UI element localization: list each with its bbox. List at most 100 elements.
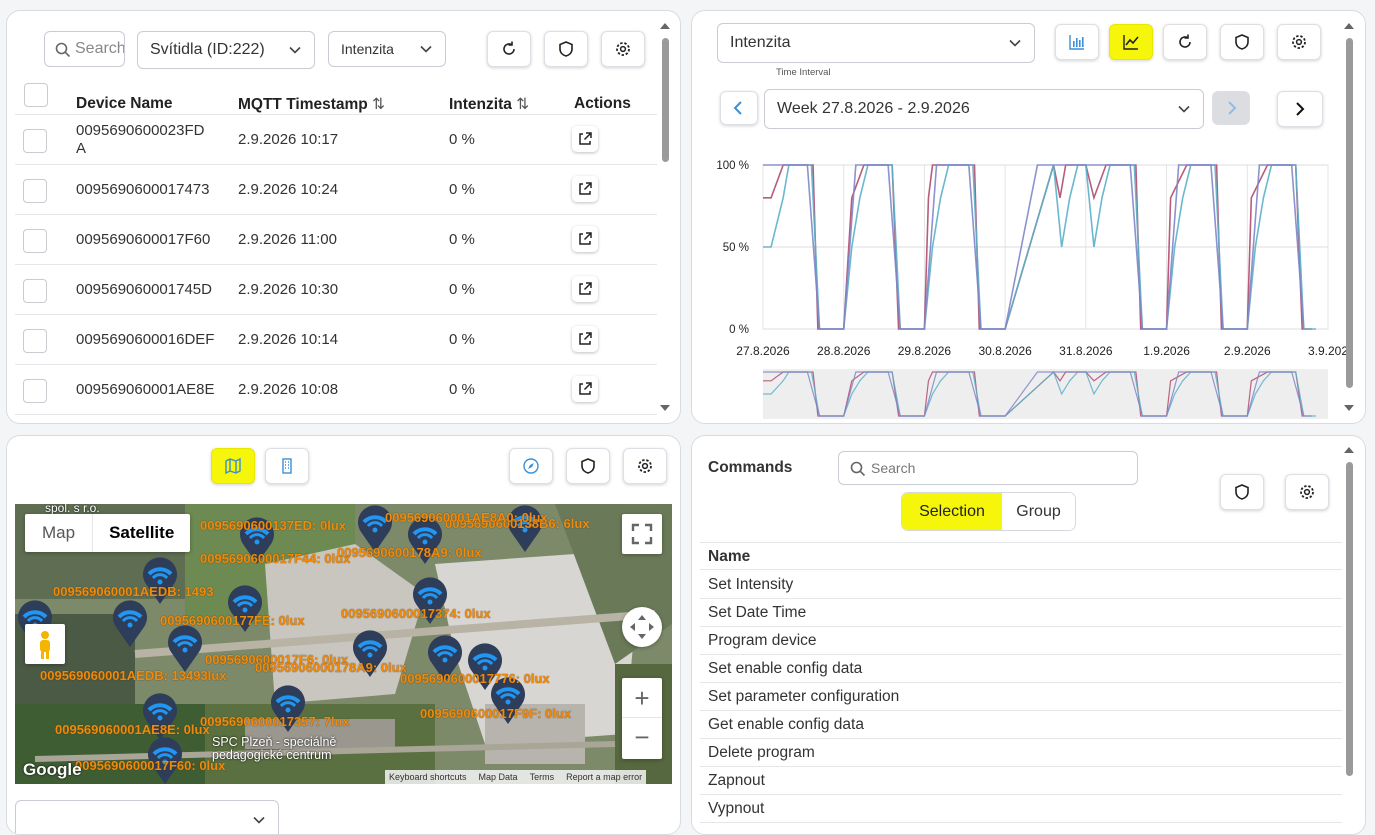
locate-button[interactable]	[509, 448, 553, 484]
map-data-link[interactable]: Map Data	[478, 772, 518, 782]
line-chart-button[interactable]	[1109, 24, 1153, 60]
report-error-link[interactable]: Report a map error	[566, 772, 643, 782]
command-item[interactable]: Set Date Time	[700, 599, 1342, 627]
open-device-button[interactable]	[572, 126, 598, 152]
refresh-button[interactable]	[487, 31, 531, 67]
search-input[interactable]: Search	[44, 31, 125, 67]
settings-button[interactable]	[1277, 24, 1321, 60]
chart-scrollbar[interactable]	[1346, 38, 1353, 388]
command-item[interactable]: Set Intensity	[700, 571, 1342, 599]
col-device-name[interactable]: Device Name	[76, 95, 173, 112]
scroll-up-arrow[interactable]	[660, 23, 670, 29]
device-marker[interactable]	[405, 516, 445, 566]
table-row[interactable]: 0095690600017F60 2.9.2026 11:00 0 %	[15, 215, 657, 265]
external-link-icon	[579, 232, 592, 245]
col-timestamp[interactable]: MQTT Timestamp ⇅	[238, 95, 385, 114]
attribute-select[interactable]: Intenzita	[328, 31, 446, 67]
street-view-button[interactable]	[25, 624, 65, 664]
device-marker[interactable]	[110, 599, 150, 649]
device-marker[interactable]	[268, 684, 308, 734]
table-row[interactable]: 0095690600023FD A 2.9.2026 10:17 0 %	[15, 115, 657, 165]
device-marker[interactable]	[225, 584, 265, 634]
map-view-button[interactable]	[211, 448, 255, 484]
command-item[interactable]: Set parameter configuration	[700, 683, 1342, 711]
device-marker[interactable]	[140, 692, 180, 742]
building-view-button[interactable]	[265, 448, 309, 484]
wifi-pin-icon	[353, 630, 387, 677]
shield-button[interactable]	[544, 31, 588, 67]
row-checkbox[interactable]	[23, 379, 47, 403]
device-type-select[interactable]: Svítidla (ID:222)	[137, 31, 315, 69]
command-item[interactable]: Set enable config data	[700, 655, 1342, 683]
row-checkbox[interactable]	[23, 179, 47, 203]
prev-week-button[interactable]	[720, 91, 758, 125]
device-marker[interactable]	[350, 629, 390, 679]
table-row[interactable]: 009569060001AE8E 2.9.2026 10:08 0 %	[15, 365, 657, 415]
device-marker[interactable]	[140, 556, 180, 606]
map-type-satellite-button[interactable]: Satellite	[92, 514, 190, 552]
open-device-button[interactable]	[572, 276, 598, 302]
scroll-down-arrow[interactable]	[1344, 405, 1354, 411]
commands-search-input[interactable]: Search	[838, 451, 1138, 485]
x-tick-label: 1.9.2026	[1143, 344, 1190, 358]
camera-control-button[interactable]	[622, 607, 662, 647]
settings-button[interactable]	[623, 448, 667, 484]
scroll-up-arrow[interactable]	[1344, 447, 1354, 453]
wifi-pin-icon	[358, 505, 392, 552]
next-week-button-disabled[interactable]	[1212, 91, 1250, 125]
map-type-map-button[interactable]: Map	[42, 523, 76, 542]
devices-scrollbar[interactable]	[662, 38, 669, 162]
shield-icon	[581, 458, 595, 474]
open-device-button[interactable]	[572, 326, 598, 352]
toggle-selection[interactable]: Selection	[902, 493, 1002, 530]
refresh-button[interactable]	[1163, 24, 1207, 60]
shield-button[interactable]	[1220, 24, 1264, 60]
command-item[interactable]: Get enable config data	[700, 711, 1342, 739]
fullscreen-button[interactable]	[622, 514, 662, 554]
scroll-up-arrow[interactable]	[1344, 23, 1354, 29]
open-device-button[interactable]	[572, 376, 598, 402]
zoom-in-button[interactable]: +	[622, 678, 662, 718]
device-name-line: A	[76, 140, 87, 157]
chart-attribute-select[interactable]: Intenzita	[717, 23, 1035, 63]
device-marker[interactable]	[465, 642, 505, 692]
command-item[interactable]: Vypnout	[700, 795, 1342, 823]
shield-button[interactable]	[1220, 474, 1264, 510]
device-marker[interactable]	[145, 736, 185, 784]
device-marker[interactable]	[237, 516, 277, 566]
device-marker[interactable]	[355, 504, 395, 554]
table-row[interactable]: 0095690600016DEF 2.9.2026 10:14 0 %	[15, 315, 657, 365]
row-checkbox[interactable]	[23, 329, 47, 353]
row-checkbox[interactable]	[23, 279, 47, 303]
device-marker[interactable]	[505, 504, 545, 554]
device-marker[interactable]	[165, 624, 205, 674]
device-marker[interactable]	[488, 676, 528, 726]
latest-week-button[interactable]	[1277, 91, 1323, 127]
satellite-map[interactable]: 0095690600137ED: 0lux 0095690600138B6: 6…	[15, 504, 672, 784]
scroll-down-arrow[interactable]	[660, 405, 670, 411]
table-row[interactable]: 009569060001745D 2.9.2026 10:30 0 %	[15, 265, 657, 315]
settings-button[interactable]	[1285, 474, 1329, 510]
device-marker[interactable]	[410, 576, 450, 626]
open-device-button[interactable]	[572, 176, 598, 202]
command-item[interactable]: Zapnout	[700, 767, 1342, 795]
week-select[interactable]: Week 27.8.2026 - 2.9.2026	[764, 89, 1204, 129]
bar-chart-button[interactable]	[1055, 24, 1099, 60]
row-checkbox[interactable]	[23, 129, 47, 153]
map-bottom-select[interactable]	[15, 800, 279, 834]
col-intensity[interactable]: Intenzita ⇅	[449, 95, 529, 114]
terms-link[interactable]: Terms	[529, 772, 555, 782]
open-device-button[interactable]	[572, 226, 598, 252]
shield-button[interactable]	[566, 448, 610, 484]
command-item[interactable]: Delete program	[700, 739, 1342, 767]
zoom-out-button[interactable]: −	[634, 722, 650, 752]
select-all-checkbox[interactable]	[24, 83, 48, 107]
keyboard-shortcuts-link[interactable]: Keyboard shortcuts	[389, 772, 467, 782]
table-row[interactable]: 0095690600017473 2.9.2026 10:24 0 %	[15, 165, 657, 215]
settings-button[interactable]	[601, 31, 645, 67]
toggle-group[interactable]: Group	[1002, 493, 1075, 530]
device-marker[interactable]	[425, 634, 465, 684]
row-checkbox[interactable]	[23, 229, 47, 253]
command-item[interactable]: Program device	[700, 627, 1342, 655]
commands-scrollbar[interactable]	[1346, 462, 1353, 776]
